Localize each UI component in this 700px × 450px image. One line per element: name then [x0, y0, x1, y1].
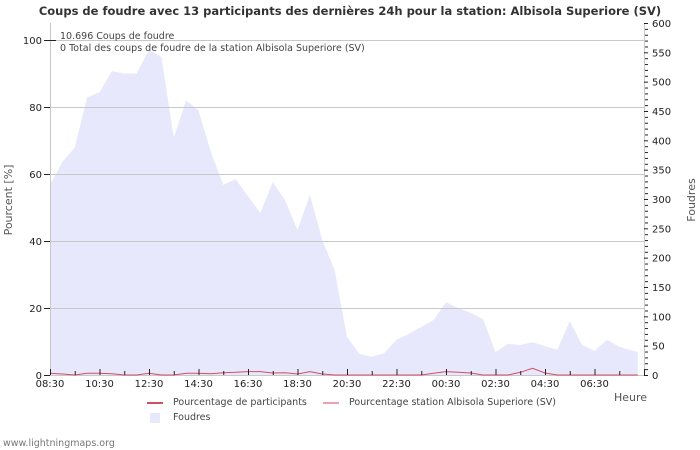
svg-text:80: 80 — [29, 103, 42, 114]
legend-item-participants: Pourcentage de participants — [147, 397, 307, 408]
svg-text:22:30: 22:30 — [382, 379, 411, 390]
svg-text:100: 100 — [652, 312, 671, 323]
footer-credit: www.lightningmaps.org — [3, 438, 115, 449]
legend-label-foudres: Foudres — [173, 412, 211, 423]
legend-swatch-station — [323, 401, 339, 404]
svg-text:600: 600 — [652, 19, 671, 30]
svg-text:250: 250 — [652, 224, 671, 235]
svg-text:0: 0 — [36, 371, 42, 382]
svg-text:14:30: 14:30 — [184, 379, 213, 390]
legend-item-station: Pourcentage station Albisola Superiore (… — [323, 397, 556, 408]
svg-text:12:30: 12:30 — [135, 379, 164, 390]
svg-text:550: 550 — [652, 48, 671, 59]
legend-swatch-foudres — [150, 412, 160, 423]
svg-text:00:30: 00:30 — [432, 379, 461, 390]
svg-text:20:30: 20:30 — [333, 379, 362, 390]
left-axis-ticks: 0 20 40 60 80 100 — [23, 36, 50, 382]
annotation-strikes: 10.696 Coups de foudre — [60, 31, 175, 42]
x-axis-ticks: 08:30 10:30 12:30 14:30 16:30 18:30 20:30 22:30… — [36, 369, 645, 390]
svg-text:400: 400 — [652, 136, 671, 147]
annotation-station-total: 0 Total des coups de foudre de la statio… — [60, 43, 365, 54]
svg-text:300: 300 — [652, 195, 671, 206]
svg-text:350: 350 — [652, 166, 671, 177]
y-axis-left-title: Pourcent [%] — [2, 165, 15, 236]
legend-label-participants: Pourcentage de participants — [173, 397, 307, 408]
svg-text:16:30: 16:30 — [234, 379, 263, 390]
y-axis-right-title: Foudres — [685, 178, 698, 222]
foudres-area — [50, 50, 638, 375]
x-axis-title: Heure — [614, 391, 647, 404]
participants-line — [49, 367, 638, 376]
grid-lines — [50, 40, 644, 309]
svg-text:450: 450 — [652, 107, 671, 118]
chart-title: Coups de foudre avec 13 participants des… — [38, 4, 662, 18]
svg-text:18:30: 18:30 — [283, 379, 312, 390]
svg-text:0: 0 — [652, 371, 658, 382]
svg-text:50: 50 — [652, 342, 665, 353]
svg-text:200: 200 — [652, 254, 671, 265]
svg-text:02:30: 02:30 — [481, 379, 510, 390]
svg-text:60: 60 — [29, 170, 42, 181]
svg-text:06:30: 06:30 — [580, 379, 609, 390]
svg-text:10:30: 10:30 — [85, 379, 114, 390]
svg-text:08:30: 08:30 — [36, 379, 65, 390]
legend-swatch-participants — [147, 401, 163, 404]
svg-text:150: 150 — [652, 283, 671, 294]
right-axis-ticks: 0 50 100 150 200 250 300 350 400 450 500 550 600 — [644, 19, 671, 382]
svg-text:100: 100 — [23, 36, 42, 47]
legend-label-station: Pourcentage station Albisola Superiore (… — [349, 397, 557, 408]
svg-text:500: 500 — [652, 78, 671, 89]
svg-text:04:30: 04:30 — [531, 379, 560, 390]
legend-item-foudres: Foudres — [147, 412, 210, 423]
svg-text:40: 40 — [29, 237, 42, 248]
svg-text:20: 20 — [29, 304, 42, 315]
